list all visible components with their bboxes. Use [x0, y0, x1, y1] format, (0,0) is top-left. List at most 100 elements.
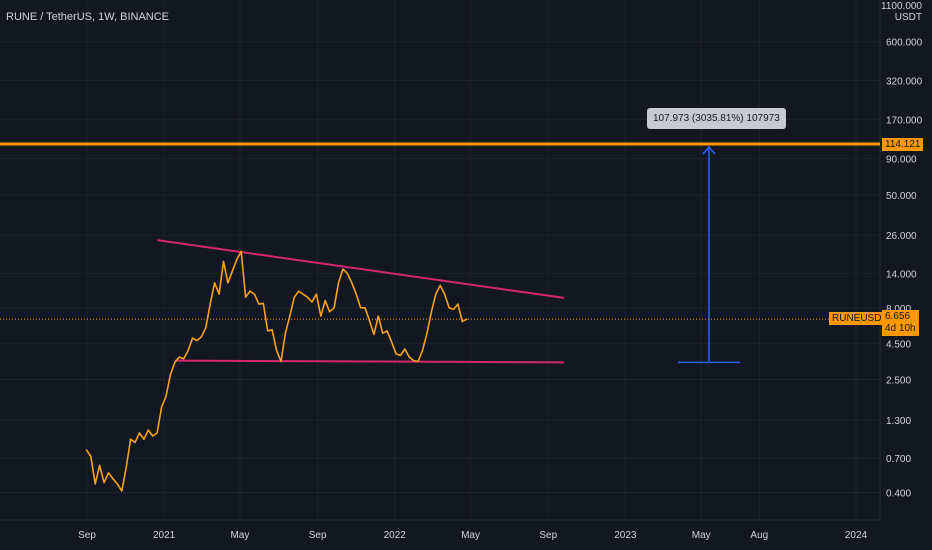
price-point	[143, 438, 145, 440]
price-point	[399, 354, 402, 356]
price-point	[351, 282, 353, 284]
price-point	[364, 307, 366, 309]
price-point	[408, 356, 410, 358]
price-point	[103, 481, 105, 484]
price-point	[421, 349, 424, 352]
price-point	[271, 329, 273, 331]
support-trendline	[174, 359, 565, 364]
price-point	[112, 478, 114, 480]
price-point	[169, 374, 172, 376]
time-tick-label: Sep	[78, 530, 96, 541]
time-tick-label: Aug	[750, 530, 768, 541]
time-tick-label: May	[692, 530, 711, 541]
price-point	[240, 250, 242, 252]
price-series	[85, 250, 468, 492]
price-point	[200, 336, 202, 338]
last-price-badge: 6.656 4d 10h	[882, 310, 919, 336]
price-point	[129, 438, 132, 440]
price-point	[439, 284, 441, 287]
price-point	[121, 490, 123, 492]
time-tick-label: Sep	[539, 530, 557, 541]
price-tick-label: 600.000	[886, 38, 923, 49]
price-point	[333, 307, 335, 309]
price-point	[342, 268, 344, 270]
price-point	[360, 307, 362, 309]
symbol-badge: RUNEUSDT	[829, 312, 891, 325]
price-point	[302, 293, 304, 295]
price-point	[249, 290, 251, 292]
price-point	[196, 340, 198, 342]
price-point	[152, 435, 154, 437]
resistance-trendline	[156, 239, 565, 299]
price-point	[245, 296, 247, 298]
price-point	[85, 449, 87, 451]
price-point	[209, 303, 211, 305]
price-unit-label: USDT	[894, 12, 922, 23]
price-point	[311, 301, 313, 303]
price-unit: 1100.000 USDT	[881, 1, 922, 23]
price-point	[280, 360, 282, 363]
price-point	[315, 293, 317, 295]
price-point	[275, 349, 278, 352]
time-axis[interactable]: Sep 2021 May Sep 2022 May Sep 2023 May Aug 2024	[78, 530, 867, 541]
price-point	[147, 429, 149, 431]
price-point	[227, 282, 229, 284]
price-point	[289, 315, 291, 317]
price-point	[337, 282, 340, 284]
price-point	[262, 302, 264, 304]
price-point	[165, 395, 167, 398]
price-point	[390, 341, 393, 343]
price-point	[448, 307, 450, 309]
price-point	[253, 293, 256, 295]
price-point	[466, 318, 468, 320]
price-point	[191, 337, 194, 339]
time-tick-label: 2021	[153, 530, 176, 541]
last-price: 6.656	[885, 311, 911, 322]
price-point	[329, 311, 331, 313]
price-point	[94, 483, 96, 485]
price-axis[interactable]: 600.000 320.000 170.000 90.000 50.000 26.000 1…	[886, 38, 923, 500]
price-tick-label: 2.500	[886, 376, 911, 387]
price-point	[214, 282, 216, 284]
price-point	[183, 358, 185, 360]
price-point	[417, 360, 419, 363]
price-point	[457, 303, 459, 305]
measure-arrowhead	[702, 145, 716, 155]
price-point	[187, 349, 189, 352]
price-point	[373, 333, 375, 335]
price-point	[107, 472, 110, 474]
price-point	[355, 293, 357, 295]
price-point	[293, 296, 295, 298]
price-unit-top: 1100.000	[881, 1, 922, 12]
price-line	[85, 250, 468, 492]
time-tick-label: 2023	[614, 530, 637, 541]
measure-label: 107.973 (3035.81%) 107973	[647, 108, 786, 129]
price-point	[435, 293, 437, 295]
price-point	[382, 332, 384, 334]
price-tick-label: 0.400	[886, 488, 911, 499]
price-tick-label: 8.000	[886, 304, 911, 315]
bar-countdown: 4d 10h	[885, 323, 916, 334]
time-tick-label: 2024	[845, 530, 868, 541]
target-price-badge: 114.121	[882, 138, 924, 151]
price-point	[90, 455, 92, 457]
chart-grid	[0, 0, 880, 520]
price-point	[222, 260, 225, 262]
price-tick-label: 90.000	[886, 155, 917, 166]
price-point	[386, 330, 388, 332]
time-tick-label: 2022	[384, 530, 407, 541]
price-point	[413, 359, 415, 362]
price-point	[138, 432, 141, 434]
time-tick-label: May	[461, 530, 480, 541]
price-tick-label: 0.700	[886, 454, 911, 465]
price-point	[298, 290, 300, 292]
price-point	[116, 483, 118, 485]
chart-title: RUNE / TetherUS, 1W, BINANCE	[6, 11, 170, 23]
price-point	[306, 296, 309, 298]
price-point	[99, 464, 101, 467]
drawings-layer[interactable]	[0, 142, 880, 364]
price-tick-label: 320.000	[886, 76, 923, 87]
price-tick-label: 1.300	[886, 416, 911, 427]
price-point	[236, 258, 238, 261]
